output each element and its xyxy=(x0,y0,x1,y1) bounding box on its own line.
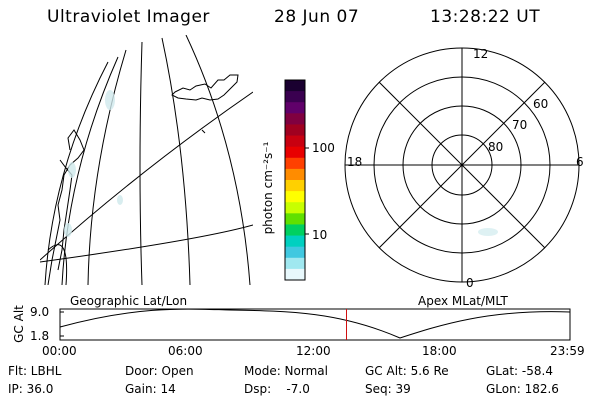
polar-plot xyxy=(344,47,580,283)
colorbar-cell xyxy=(285,257,305,270)
colorbar-cell xyxy=(285,157,305,170)
seq-readout: Seq: 39 xyxy=(365,382,411,396)
colorbar-cell xyxy=(285,180,305,192)
colorbar-tick-100: 100 xyxy=(312,141,335,155)
glat-readout: GLat: -58.4 xyxy=(486,364,553,378)
ip-readout: IP: 36.0 xyxy=(8,382,54,396)
mlt-label-6: 6 xyxy=(576,155,584,169)
colorbar-cell xyxy=(285,213,305,226)
timeline-x-tick-0600: 06:00 xyxy=(168,344,203,358)
timeline-y-axis-label: GC Alt xyxy=(12,305,26,343)
colorbar-cell xyxy=(285,246,305,259)
timeline-right-title: Apex MLat/MLT xyxy=(418,294,508,308)
colorbar xyxy=(284,79,309,281)
instrument-title: Ultraviolet Imager xyxy=(47,7,210,27)
dsp-readout: Dsp: -7.0 xyxy=(244,382,310,396)
filter-readout: Flt: LBHL xyxy=(8,364,62,378)
colorbar-cell xyxy=(285,80,305,92)
timeline-y-tick-low: 1.8 xyxy=(30,329,50,343)
geographic-map xyxy=(40,35,253,285)
colorbar-cell xyxy=(285,135,305,148)
timeline-x-tick-0000: 00:00 xyxy=(42,344,77,358)
mode-readout: Mode: Normal xyxy=(244,364,328,378)
timeline-left-title: Geographic Lat/Lon xyxy=(70,294,188,308)
colorbar-cell xyxy=(285,113,305,126)
colorbar-cell xyxy=(285,102,305,114)
mlt-label-18: 18 xyxy=(347,155,363,169)
timeline-x-tick-2359: 23:59 xyxy=(550,344,585,358)
colorbar-cell xyxy=(285,91,305,103)
glon-readout: GLon: 182.6 xyxy=(486,382,559,396)
mlat-label-80: 80 xyxy=(488,140,504,154)
colorbar-cell xyxy=(285,168,305,181)
colorbar-unit-label: photon cm⁻²s⁻¹ xyxy=(261,141,275,235)
date-label: 28 Jun 07 xyxy=(274,7,360,27)
timeline-x-tick-1200: 12:00 xyxy=(296,344,331,358)
colorbar-cell xyxy=(285,191,305,203)
colorbar-cell xyxy=(285,202,305,214)
altitude-curve xyxy=(59,308,571,339)
door-readout: Door: Open xyxy=(125,364,194,378)
timeline-x-tick-1800: 18:00 xyxy=(422,344,457,358)
altitude-timeline xyxy=(59,308,571,341)
gain-readout: Gain: 14 xyxy=(125,382,176,396)
mlat-label-70: 70 xyxy=(512,118,528,132)
timeline-y-tick-high: 9.0 xyxy=(30,305,50,319)
colorbar-cell xyxy=(285,124,305,137)
colorbar-cell xyxy=(285,235,305,248)
colorbar-cell xyxy=(285,268,305,281)
mlt-label-12: 12 xyxy=(473,47,489,61)
mlt-label-0: 0 xyxy=(466,276,474,290)
colorbar-tick-10: 10 xyxy=(312,228,328,242)
colorbar-cell xyxy=(285,146,305,159)
mlat-label-60: 60 xyxy=(533,97,549,111)
time-label: 13:28:22 UT xyxy=(430,7,541,27)
colorbar-cell xyxy=(285,224,305,237)
gc-alt-readout: GC Alt: 5.6 Re xyxy=(365,364,449,378)
